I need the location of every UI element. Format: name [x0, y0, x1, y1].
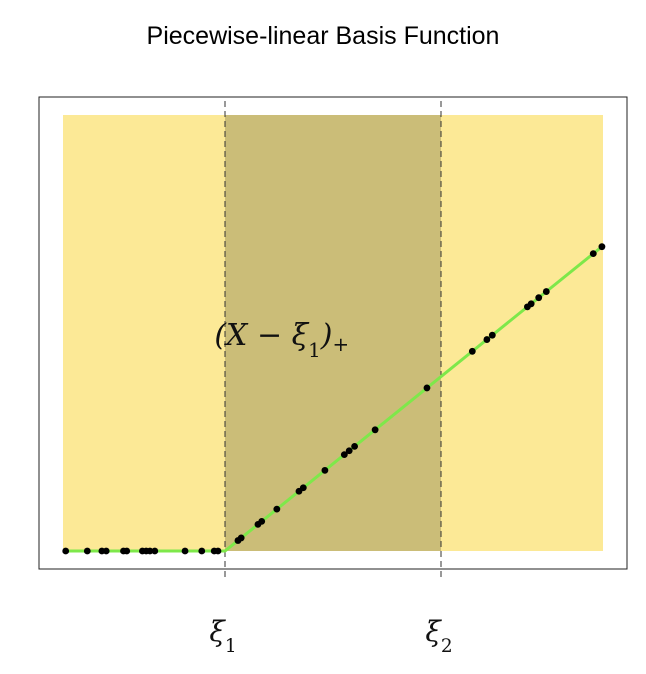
data-point — [527, 300, 535, 308]
data-point — [589, 250, 597, 258]
data-point — [299, 484, 307, 492]
data-point — [62, 547, 70, 555]
data-point — [598, 243, 606, 251]
data-point — [198, 547, 206, 555]
data-point — [123, 547, 131, 555]
data-point — [237, 534, 245, 542]
knot-label-1: ξ1 — [209, 615, 236, 657]
data-point — [371, 426, 379, 434]
data-point — [146, 547, 154, 555]
basis-function-line — [63, 244, 604, 553]
data-point — [83, 547, 91, 555]
basis-annotation: (X − ξ1)+ — [214, 318, 349, 362]
data-point — [340, 451, 348, 459]
region-right — [441, 115, 603, 551]
data-point — [468, 347, 476, 355]
data-point — [151, 547, 159, 555]
data-point — [214, 547, 222, 555]
data-point — [483, 336, 491, 343]
data-point — [181, 547, 189, 555]
data-point — [488, 331, 496, 339]
data-point — [345, 447, 353, 455]
region-middle — [225, 115, 441, 551]
data-point — [351, 442, 358, 450]
data-point — [258, 517, 266, 525]
data-point — [273, 505, 281, 513]
region-left — [63, 115, 225, 551]
data-point — [321, 466, 329, 474]
chart-title: Piecewise-linear Basis Function — [146, 22, 500, 50]
knot-label-2: ξ2 — [425, 615, 452, 657]
data-point — [102, 547, 110, 555]
data-point — [542, 288, 550, 295]
data-point — [535, 294, 543, 302]
data-point — [423, 384, 431, 392]
